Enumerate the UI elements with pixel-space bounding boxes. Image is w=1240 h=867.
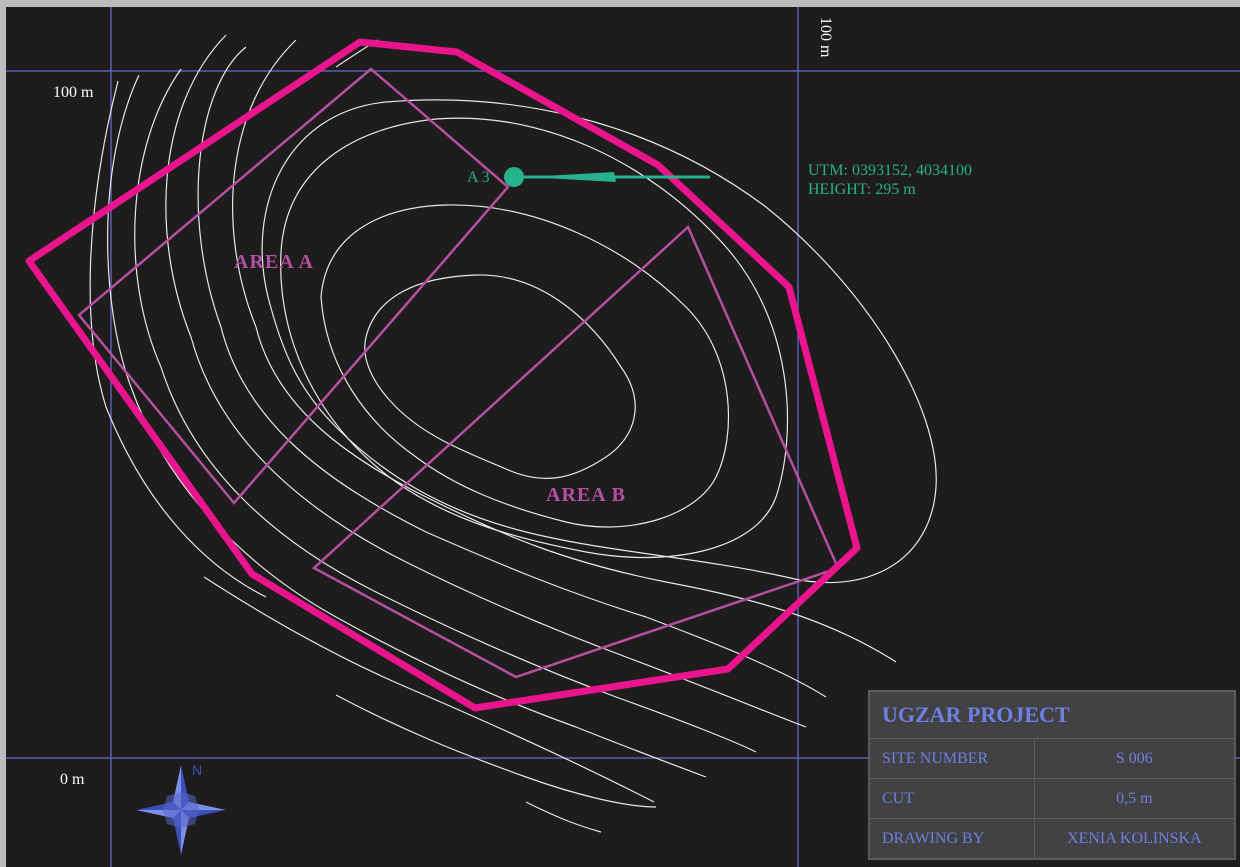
datum-point [504,167,710,187]
title-block-table: UGZAR PROJECT SITE NUMBER S 006 CUT 0,5 … [869,691,1236,859]
contour-8 [134,68,182,368]
project-title: UGZAR PROJECT [869,691,1235,739]
area-b-label: AREA B [546,484,626,506]
map-drawing [6,7,1240,867]
title-block: UGZAR PROJECT SITE NUMBER S 006 CUT 0,5 … [868,690,1236,860]
drawn-by-label: DRAWING BY [869,818,1035,859]
north-label: N [192,762,203,778]
contour-7-low [190,336,807,728]
point-label: A 3 [467,169,490,186]
site-number-label: SITE NUMBER [869,738,1035,779]
contour-10 [89,80,119,408]
grid-label-top-left: 100 m [53,84,94,101]
contour-7 [165,34,227,338]
trench-area-b [311,224,840,679]
height-value: HEIGHT: 295 m [808,181,916,198]
contour-2 [320,204,730,528]
contour-13 [525,801,602,833]
contour-9 [107,74,140,388]
contour-8-low [160,366,757,753]
cut-label: CUT [869,778,1035,819]
site-map: 100 m 100 m 0 m AREA A AREA B A 3 UTM: 0… [6,7,1240,867]
title-row: SITE NUMBER S 006 [869,738,1236,779]
contour-11 [203,576,655,803]
grid-label-origin: 0 m [60,771,85,788]
drawn-by-value: XENIA KOLINSKA [1033,818,1236,859]
grid-label-top-right: 100 m [817,17,834,58]
contour-lines [89,34,937,833]
point-info: UTM: 0393152, 4034100 HEIGHT: 295 m [808,161,972,199]
cut-value: 0,5 m [1033,778,1236,819]
contour-innermost [364,274,636,479]
site-boundary [25,38,861,712]
compass-rose [136,765,226,855]
area-a-label: AREA A [234,251,314,273]
contour-10-low [105,406,267,598]
trench-areas [77,67,840,679]
contour-5-low [255,326,897,663]
site-number-value: S 006 [1033,738,1236,779]
contour-5 [232,39,297,328]
utm-coordinates: UTM: 0393152, 4034100 [808,162,972,179]
contour-6 [197,46,247,328]
trench-area-a [77,67,510,505]
contour-12 [335,694,657,808]
title-row: CUT 0,5 m [869,778,1236,819]
title-row: DRAWING BY XENIA KOLINSKA [869,818,1236,859]
contour-3 [280,117,789,559]
